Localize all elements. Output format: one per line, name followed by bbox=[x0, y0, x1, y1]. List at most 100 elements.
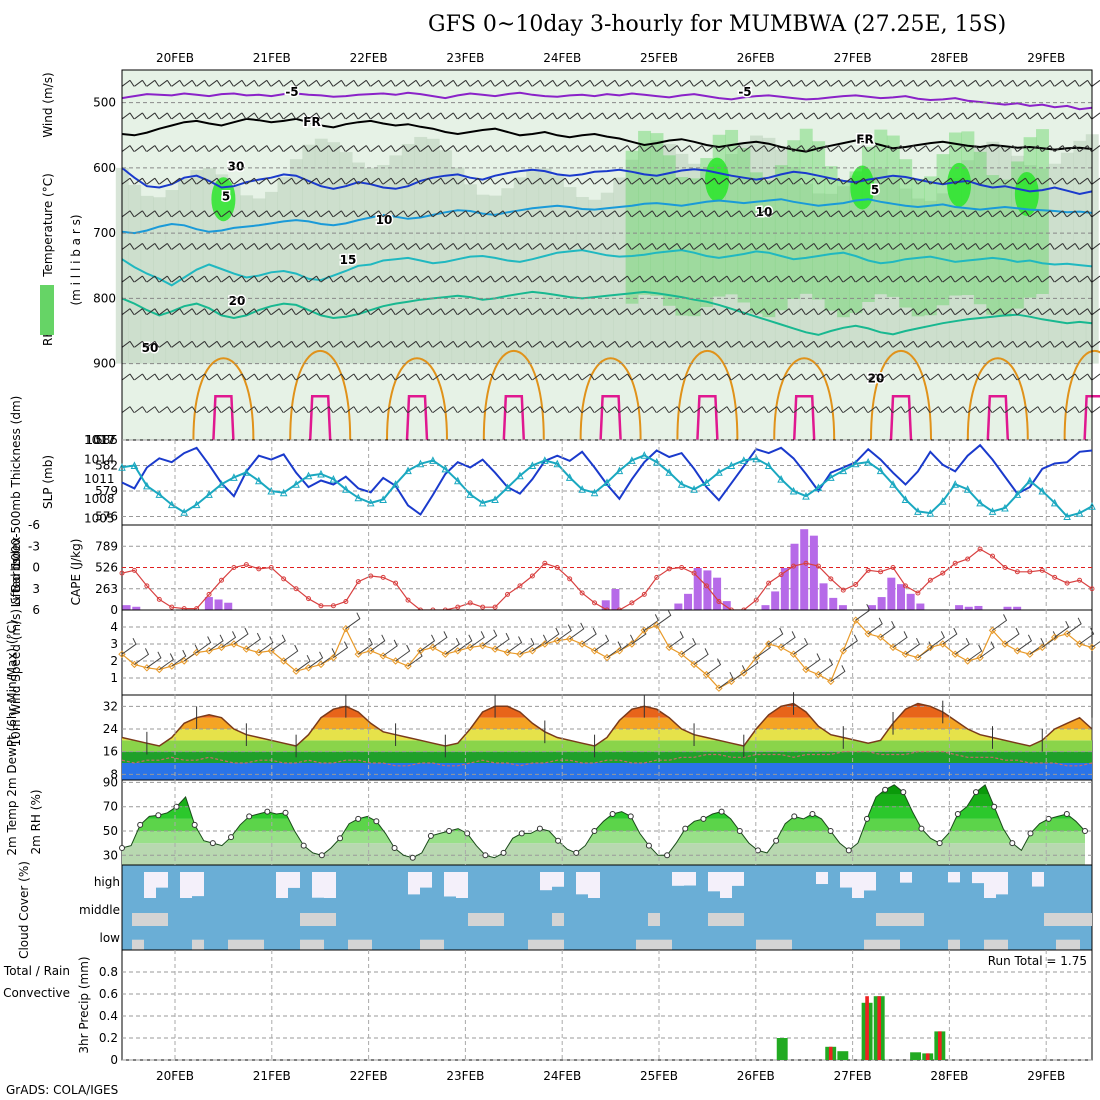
wind-barb bbox=[755, 145, 769, 152]
wind-barb bbox=[967, 308, 981, 316]
wind-barb bbox=[681, 340, 695, 348]
wind-barb bbox=[469, 177, 483, 185]
wind-tick-label: 2 bbox=[110, 654, 118, 668]
thickness-marker bbox=[690, 485, 698, 493]
wind-barb bbox=[569, 308, 583, 316]
wind-speed-marker bbox=[342, 624, 350, 633]
wind-barb bbox=[482, 373, 496, 381]
rh-shade bbox=[824, 193, 838, 364]
wind-barb bbox=[532, 406, 545, 413]
cape-tick-label: 0 bbox=[110, 603, 118, 617]
wind-barb bbox=[706, 275, 719, 283]
wind-barb bbox=[146, 275, 160, 283]
rh-maximum bbox=[211, 177, 236, 222]
wind-barb bbox=[1079, 79, 1092, 87]
wind-barb bbox=[606, 177, 620, 185]
rh-shade bbox=[812, 193, 826, 364]
wind-barb bbox=[395, 177, 409, 185]
wind-barb bbox=[196, 177, 210, 185]
rh-marker bbox=[409, 854, 416, 861]
thickness-marker bbox=[503, 483, 512, 492]
cape-tick-label: 789 bbox=[95, 539, 118, 553]
wind-barb bbox=[432, 112, 446, 120]
wind-speed-marker bbox=[1001, 640, 1009, 648]
wind-barb bbox=[482, 145, 496, 152]
wind-barb bbox=[930, 340, 943, 348]
wind-barb bbox=[706, 308, 719, 316]
wind-barb bbox=[1079, 340, 1092, 348]
high-cloud-gap bbox=[852, 872, 864, 898]
wind10m-axis-label: 10m Wind Speed (m/s) & Barbs bbox=[9, 558, 23, 747]
wind-barb bbox=[283, 373, 297, 381]
wind-barb bbox=[855, 79, 869, 87]
wind-barb bbox=[917, 145, 931, 152]
wind-speed-marker bbox=[118, 650, 126, 658]
wind-barb bbox=[345, 612, 361, 630]
wind-tick-label: 3 bbox=[110, 637, 118, 651]
wind-barb bbox=[755, 340, 769, 348]
cape-bar bbox=[703, 570, 712, 610]
wind-barb bbox=[233, 406, 247, 413]
wind-barb bbox=[196, 112, 210, 120]
wind-barb bbox=[1079, 145, 1092, 152]
wind-barb bbox=[681, 373, 695, 381]
wind-barb bbox=[482, 629, 498, 647]
wind-barb bbox=[1079, 177, 1092, 185]
rh-maximum bbox=[1014, 171, 1039, 216]
rh-shade bbox=[376, 164, 390, 364]
wind-barb bbox=[183, 210, 197, 218]
slp-tick-label: 1011 bbox=[84, 472, 115, 486]
wind-barb bbox=[880, 112, 894, 120]
rh-marker bbox=[1027, 830, 1034, 837]
wind-barb bbox=[233, 308, 247, 316]
thickness-marker bbox=[242, 468, 251, 476]
thickness-marker bbox=[702, 478, 711, 486]
wind-barb bbox=[494, 145, 508, 152]
wind-barb bbox=[469, 406, 483, 413]
wind-barb bbox=[469, 210, 483, 218]
rh-shade bbox=[1036, 129, 1049, 295]
wind-barb bbox=[1066, 308, 1080, 316]
rh-shade bbox=[886, 176, 900, 364]
wind-barb bbox=[320, 112, 334, 120]
wind-barb bbox=[171, 210, 185, 218]
lifted-index-marker bbox=[915, 590, 921, 596]
rh-shade bbox=[936, 193, 950, 364]
wind-barb bbox=[1066, 617, 1082, 635]
wind-barb bbox=[569, 210, 583, 218]
wind-barb bbox=[905, 637, 921, 655]
wind-barb bbox=[668, 112, 682, 120]
wind-barb bbox=[743, 79, 757, 87]
wind-speed-marker bbox=[367, 647, 375, 655]
lifted-index-marker bbox=[940, 570, 946, 576]
li-tick-label: -6 bbox=[28, 518, 40, 532]
wind-speed-marker bbox=[391, 657, 400, 665]
wind-barb bbox=[420, 308, 433, 316]
wind-barb bbox=[183, 79, 197, 87]
wind-barb bbox=[407, 373, 421, 381]
high-cloud-gap bbox=[144, 872, 156, 898]
wind-barb bbox=[270, 406, 284, 413]
wind-barb bbox=[644, 275, 657, 283]
wind-barb bbox=[370, 145, 384, 152]
cape-bar bbox=[800, 529, 809, 610]
wind-barb bbox=[469, 145, 483, 152]
wind-barb bbox=[221, 243, 234, 250]
bottom-date-label: 27FEB bbox=[834, 1069, 872, 1083]
wind-barb bbox=[1017, 243, 1030, 250]
wind-barb bbox=[880, 620, 896, 638]
high-cloud-gap bbox=[180, 872, 192, 898]
wind-barb bbox=[905, 308, 918, 316]
wind-barb bbox=[718, 243, 732, 250]
wind-barb bbox=[942, 112, 956, 120]
wind-barb bbox=[681, 406, 695, 413]
wind-barb bbox=[270, 340, 284, 348]
wind-speed-marker bbox=[1038, 643, 1046, 652]
cape-bar bbox=[809, 535, 818, 610]
wind-barb bbox=[855, 308, 869, 316]
wind-barb bbox=[917, 641, 933, 659]
wind-speed-marker bbox=[304, 664, 313, 672]
wind-barb bbox=[581, 308, 595, 316]
lifted-index-marker bbox=[455, 604, 461, 610]
thickness-marker bbox=[143, 481, 151, 490]
